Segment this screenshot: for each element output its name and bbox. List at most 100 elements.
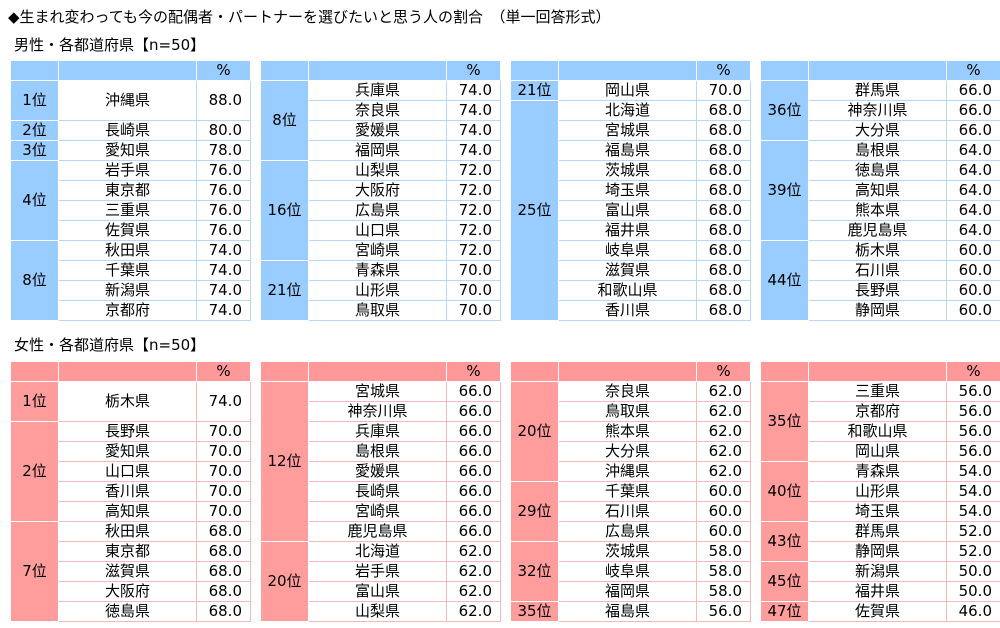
rank-cell: 7位 (10, 521, 59, 622)
percent-cell: 76.0 (196, 220, 251, 241)
table-row: 32位 茨城県 58.0 (510, 541, 751, 602)
prefecture-cell: 岩手県 (308, 561, 447, 582)
prefecture-header (308, 361, 447, 382)
table-row: 20位 北海道 62.0 (260, 541, 501, 622)
percent-cell: 74.0 (196, 280, 251, 301)
prefecture-cell: 福井県 (558, 220, 697, 241)
percent-cell: 50.0 (946, 561, 1000, 582)
percent-cell: 60.0 (946, 260, 1000, 281)
table-row: 熊本県 64.0 (761, 200, 1000, 221)
percent-cell: 76.0 (196, 200, 251, 221)
rank-cell: 36位 (760, 80, 809, 141)
percent-header: % (196, 361, 251, 382)
table-row: 富山県 68.0 (511, 200, 751, 221)
percent-cell: 64.0 (946, 140, 1000, 161)
percent-cell: 66.0 (946, 100, 1000, 121)
percent-cell: 60.0 (946, 300, 1000, 321)
percent-cell: 72.0 (446, 240, 501, 261)
prefecture-cell: 青森県 (308, 260, 447, 281)
percent-cell: 54.0 (946, 481, 1000, 502)
percent-cell: 68.0 (696, 200, 751, 221)
prefecture-cell: 岡山県 (558, 80, 697, 101)
prefecture-cell: 秋田県 (58, 240, 197, 261)
percent-cell: 74.0 (196, 300, 251, 321)
prefecture-cell: 神奈川県 (308, 401, 447, 422)
table-row: 新潟県 74.0 (11, 280, 251, 301)
prefecture-cell: 山口県 (58, 461, 197, 482)
percent-cell: 52.0 (946, 541, 1000, 562)
percent-cell: 70.0 (196, 481, 251, 502)
prefecture-cell: 大分県 (558, 441, 697, 462)
rank-header (760, 60, 809, 81)
percent-cell: 60.0 (696, 481, 751, 502)
percent-cell: 76.0 (196, 160, 251, 181)
table-row: 東京都 76.0 (11, 180, 251, 201)
male-ranking-table: % 1位 沖縄県 88.0 2位 長崎県 80.0 3位 愛知県 78.0 4位 岩手県 76.0 東京都… (10, 60, 251, 321)
percent-cell: 70.0 (196, 501, 251, 522)
rank-cell: 39位 (760, 140, 809, 241)
percent-header: % (696, 60, 751, 81)
table-row: 47位 佐賀県 46.0 (760, 601, 1000, 622)
rank-header (760, 361, 809, 382)
prefecture-cell: 広島県 (308, 200, 447, 221)
table-row: 1位 栃木県 74.0 (10, 381, 251, 422)
table-row: 43位 群馬県 52.0 (760, 521, 1000, 562)
percent-cell: 66.0 (946, 80, 1000, 101)
header-row: % (510, 361, 751, 382)
rank-cell: 20位 (510, 381, 559, 482)
prefecture-header (558, 361, 697, 382)
rank-cell: 2位 (10, 421, 59, 522)
prefecture-cell: 埼玉県 (558, 180, 697, 201)
prefecture-cell: 大阪府 (308, 180, 447, 201)
percent-cell: 60.0 (946, 280, 1000, 301)
percent-cell: 70.0 (446, 300, 501, 321)
percent-cell: 68.0 (196, 601, 251, 622)
prefecture-cell: 山形県 (808, 481, 947, 502)
table-row: 岡山県 56.0 (761, 441, 1000, 462)
rank-cell: 8位 (260, 80, 309, 161)
prefecture-cell: 徳島県 (58, 601, 197, 622)
percent-cell: 68.0 (196, 541, 251, 562)
rank-header (510, 60, 559, 81)
table-row: 石川県 60.0 (761, 260, 1000, 281)
percent-cell: 66.0 (946, 120, 1000, 141)
table-row: 25位 北海道 68.0 (510, 100, 751, 321)
percent-cell: 58.0 (696, 541, 751, 562)
prefecture-cell: 長崎県 (308, 481, 447, 502)
percent-cell: 74.0 (446, 80, 501, 101)
table-row: 20位 奈良県 62.0 (510, 381, 751, 482)
prefecture-cell: 鹿児島県 (308, 521, 447, 542)
prefecture-cell: 大阪府 (58, 581, 197, 602)
percent-cell: 68.0 (696, 160, 751, 181)
table-row: 鹿児島県 64.0 (761, 220, 1000, 241)
percent-cell: 66.0 (446, 401, 501, 422)
prefecture-cell: 広島県 (558, 521, 697, 542)
table-row: 36位 群馬県 66.0 (760, 80, 1000, 141)
percent-cell: 62.0 (446, 601, 501, 622)
table-row: 沖縄県 62.0 (511, 461, 751, 482)
percent-cell: 74.0 (196, 240, 251, 261)
percent-header: % (446, 60, 501, 81)
rank-cell: 8位 (10, 240, 59, 321)
prefecture-cell: 熊本県 (808, 200, 947, 221)
prefecture-cell: 宮崎県 (308, 240, 447, 261)
table-row: 45位 新潟県 50.0 (760, 561, 1000, 602)
percent-cell: 72.0 (446, 180, 501, 201)
female-ranking-table: % 12位 宮城県 66.0 神奈川県 66.0 兵庫県 66.0 島根県 66.0 愛媛県 66.0… (260, 361, 501, 622)
percent-cell: 74.0 (196, 260, 251, 281)
rank-cell: 4位 (10, 160, 59, 241)
prefecture-cell: 東京都 (58, 180, 197, 201)
percent-header: % (696, 361, 751, 382)
percent-cell: 66.0 (446, 521, 501, 542)
female-ranking-table: % 1位 栃木県 74.0 2位 長野県 70.0 愛知県 70.0 山口県 70.0 香川県 70.0… (10, 361, 251, 622)
rank-header (510, 361, 559, 382)
percent-cell: 62.0 (696, 441, 751, 462)
percent-cell: 88.0 (196, 80, 251, 121)
header-row: % (10, 361, 251, 382)
prefecture-cell: 秋田県 (58, 521, 197, 542)
header-row: % (760, 361, 1000, 382)
table-row: 山形県 54.0 (761, 481, 1000, 502)
table-row: 茨城県 68.0 (511, 160, 751, 181)
table-row: 1位 沖縄県 88.0 (10, 80, 251, 121)
percent-cell: 60.0 (696, 521, 751, 542)
